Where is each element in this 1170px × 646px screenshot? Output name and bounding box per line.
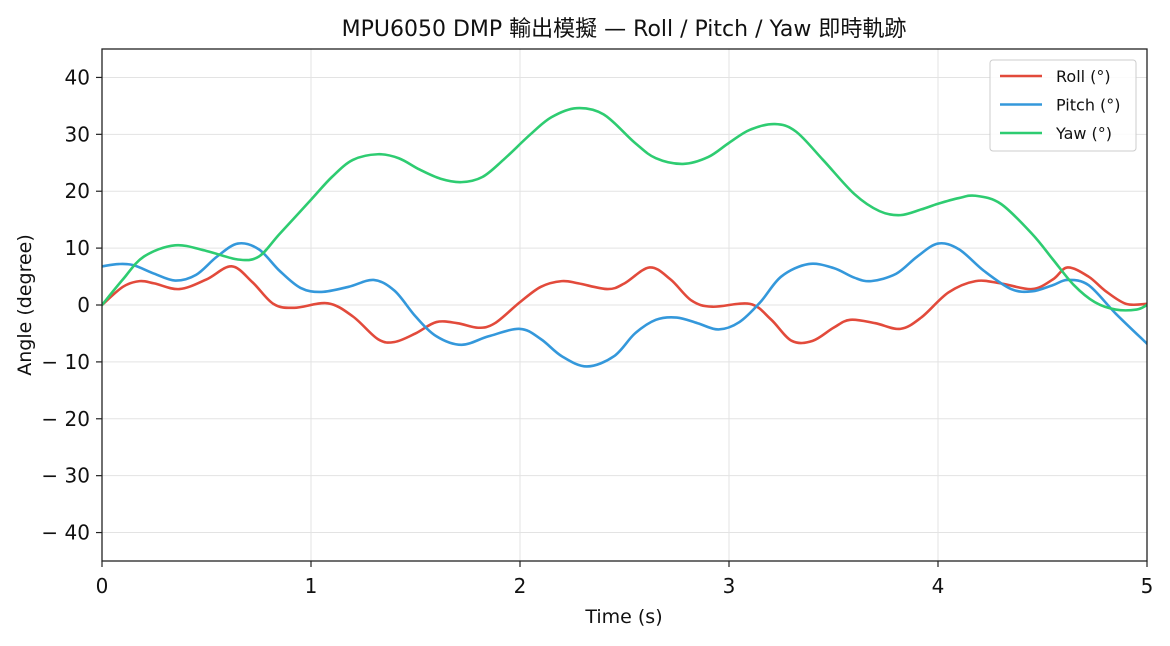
x-tick-label: 1	[305, 574, 318, 598]
legend: Roll (°) Pitch (°) Yaw (°)	[989, 59, 1137, 152]
y-tick-label: − 10	[41, 350, 90, 374]
series-line-2	[102, 106, 1147, 312]
y-tick-label: 0	[77, 293, 90, 317]
x-tick-label: 4	[932, 574, 945, 598]
x-tick-label: 2	[514, 574, 527, 598]
x-tick-label: 5	[1141, 574, 1154, 598]
legend-box	[989, 59, 1137, 152]
y-axis-label: Angle (degree)	[14, 234, 36, 376]
legend-label-1: Pitch (°)	[1056, 96, 1121, 115]
ticks: 0 1 2 3 4 5 40 30 20 10 0 − 10 − 20 − 30 − 40	[41, 65, 1153, 598]
y-tick-label: 10	[65, 236, 90, 260]
series-lines	[102, 106, 1147, 368]
y-tick-label: 30	[65, 122, 90, 146]
y-tick-label: − 20	[41, 407, 90, 431]
x-axis-label: Time (s)	[584, 606, 662, 628]
y-tick-label: 20	[65, 179, 90, 203]
y-tick-label: 40	[65, 65, 90, 89]
x-tick-label: 0	[96, 574, 109, 598]
y-tick-label: − 30	[41, 464, 90, 488]
y-tick-label: − 40	[41, 521, 90, 545]
chart-title: MPU6050 DMP 輸出模擬 — Roll / Pitch / Yaw 即時…	[342, 17, 907, 42]
x-tick-label: 3	[723, 574, 736, 598]
series-line-0	[102, 265, 1147, 345]
legend-label-2: Yaw (°)	[1055, 124, 1112, 143]
legend-label-0: Roll (°)	[1056, 67, 1111, 86]
series-line-1	[102, 241, 1147, 368]
